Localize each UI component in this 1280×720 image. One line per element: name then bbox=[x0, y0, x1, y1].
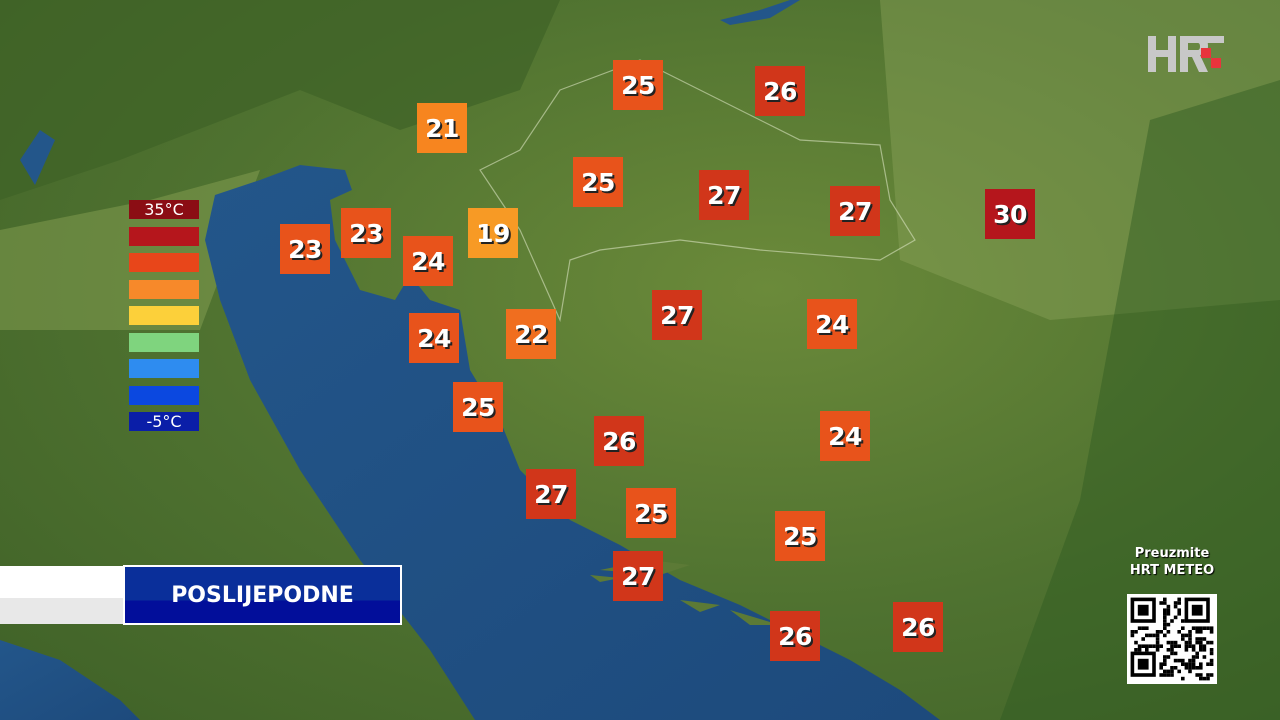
temperature-marker: 26 bbox=[594, 416, 644, 466]
legend-swatch bbox=[129, 385, 199, 405]
qr-code[interactable] bbox=[1127, 594, 1217, 684]
lake bbox=[20, 130, 55, 185]
legend-min-label: -5°C bbox=[129, 412, 199, 431]
temperature-marker: 22 bbox=[506, 309, 556, 359]
temperature-marker: 26 bbox=[755, 66, 805, 116]
temperature-marker: 24 bbox=[403, 236, 453, 286]
carpathians bbox=[1000, 80, 1280, 720]
period-label: POSLIJEPODNE bbox=[123, 565, 402, 625]
legend-swatch bbox=[129, 279, 199, 299]
temperature-marker: 26 bbox=[770, 611, 820, 661]
temperature-marker: 25 bbox=[613, 60, 663, 110]
temperature-marker: 27 bbox=[526, 469, 576, 519]
tyrrhenian-sea bbox=[0, 640, 140, 720]
lake-balaton bbox=[720, 0, 800, 25]
temperature-marker: 27 bbox=[613, 551, 663, 601]
legend-swatch bbox=[129, 332, 199, 352]
legend-swatch bbox=[129, 359, 199, 378]
temperature-marker: 24 bbox=[820, 411, 870, 461]
temperature-marker: 27 bbox=[830, 186, 880, 236]
temperature-marker: 21 bbox=[417, 103, 467, 153]
temperature-marker: 24 bbox=[807, 299, 857, 349]
legend-swatch bbox=[129, 226, 199, 246]
temperature-marker: 25 bbox=[626, 488, 676, 538]
temperature-marker: 25 bbox=[775, 511, 825, 561]
legend-max-label: 35°C bbox=[129, 200, 199, 219]
pannonian-plain bbox=[880, 0, 1280, 320]
hrt-logo bbox=[1148, 36, 1224, 72]
legend-swatch bbox=[129, 253, 199, 272]
alps bbox=[0, 0, 560, 200]
temperature-marker: 23 bbox=[280, 224, 330, 274]
temperature-marker: 25 bbox=[573, 157, 623, 207]
qr-caption-line2: HRT METEO bbox=[1129, 563, 1215, 578]
temperature-marker: 30 bbox=[985, 189, 1035, 239]
temperature-marker: 27 bbox=[699, 170, 749, 220]
period-band-left bbox=[0, 566, 130, 624]
temperature-marker: 26 bbox=[893, 602, 943, 652]
temperature-marker: 25 bbox=[453, 382, 503, 432]
temperature-legend: 35°C -5°C bbox=[129, 200, 199, 439]
temperature-marker: 24 bbox=[409, 313, 459, 363]
legend-swatch bbox=[129, 306, 199, 325]
qr-caption: Preuzmite HRT METEO bbox=[1110, 545, 1234, 579]
temperature-marker: 19 bbox=[468, 208, 518, 258]
temperature-marker: 27 bbox=[652, 290, 702, 340]
temperature-marker: 23 bbox=[341, 208, 391, 258]
qr-caption-line1: Preuzmite bbox=[1134, 546, 1210, 561]
